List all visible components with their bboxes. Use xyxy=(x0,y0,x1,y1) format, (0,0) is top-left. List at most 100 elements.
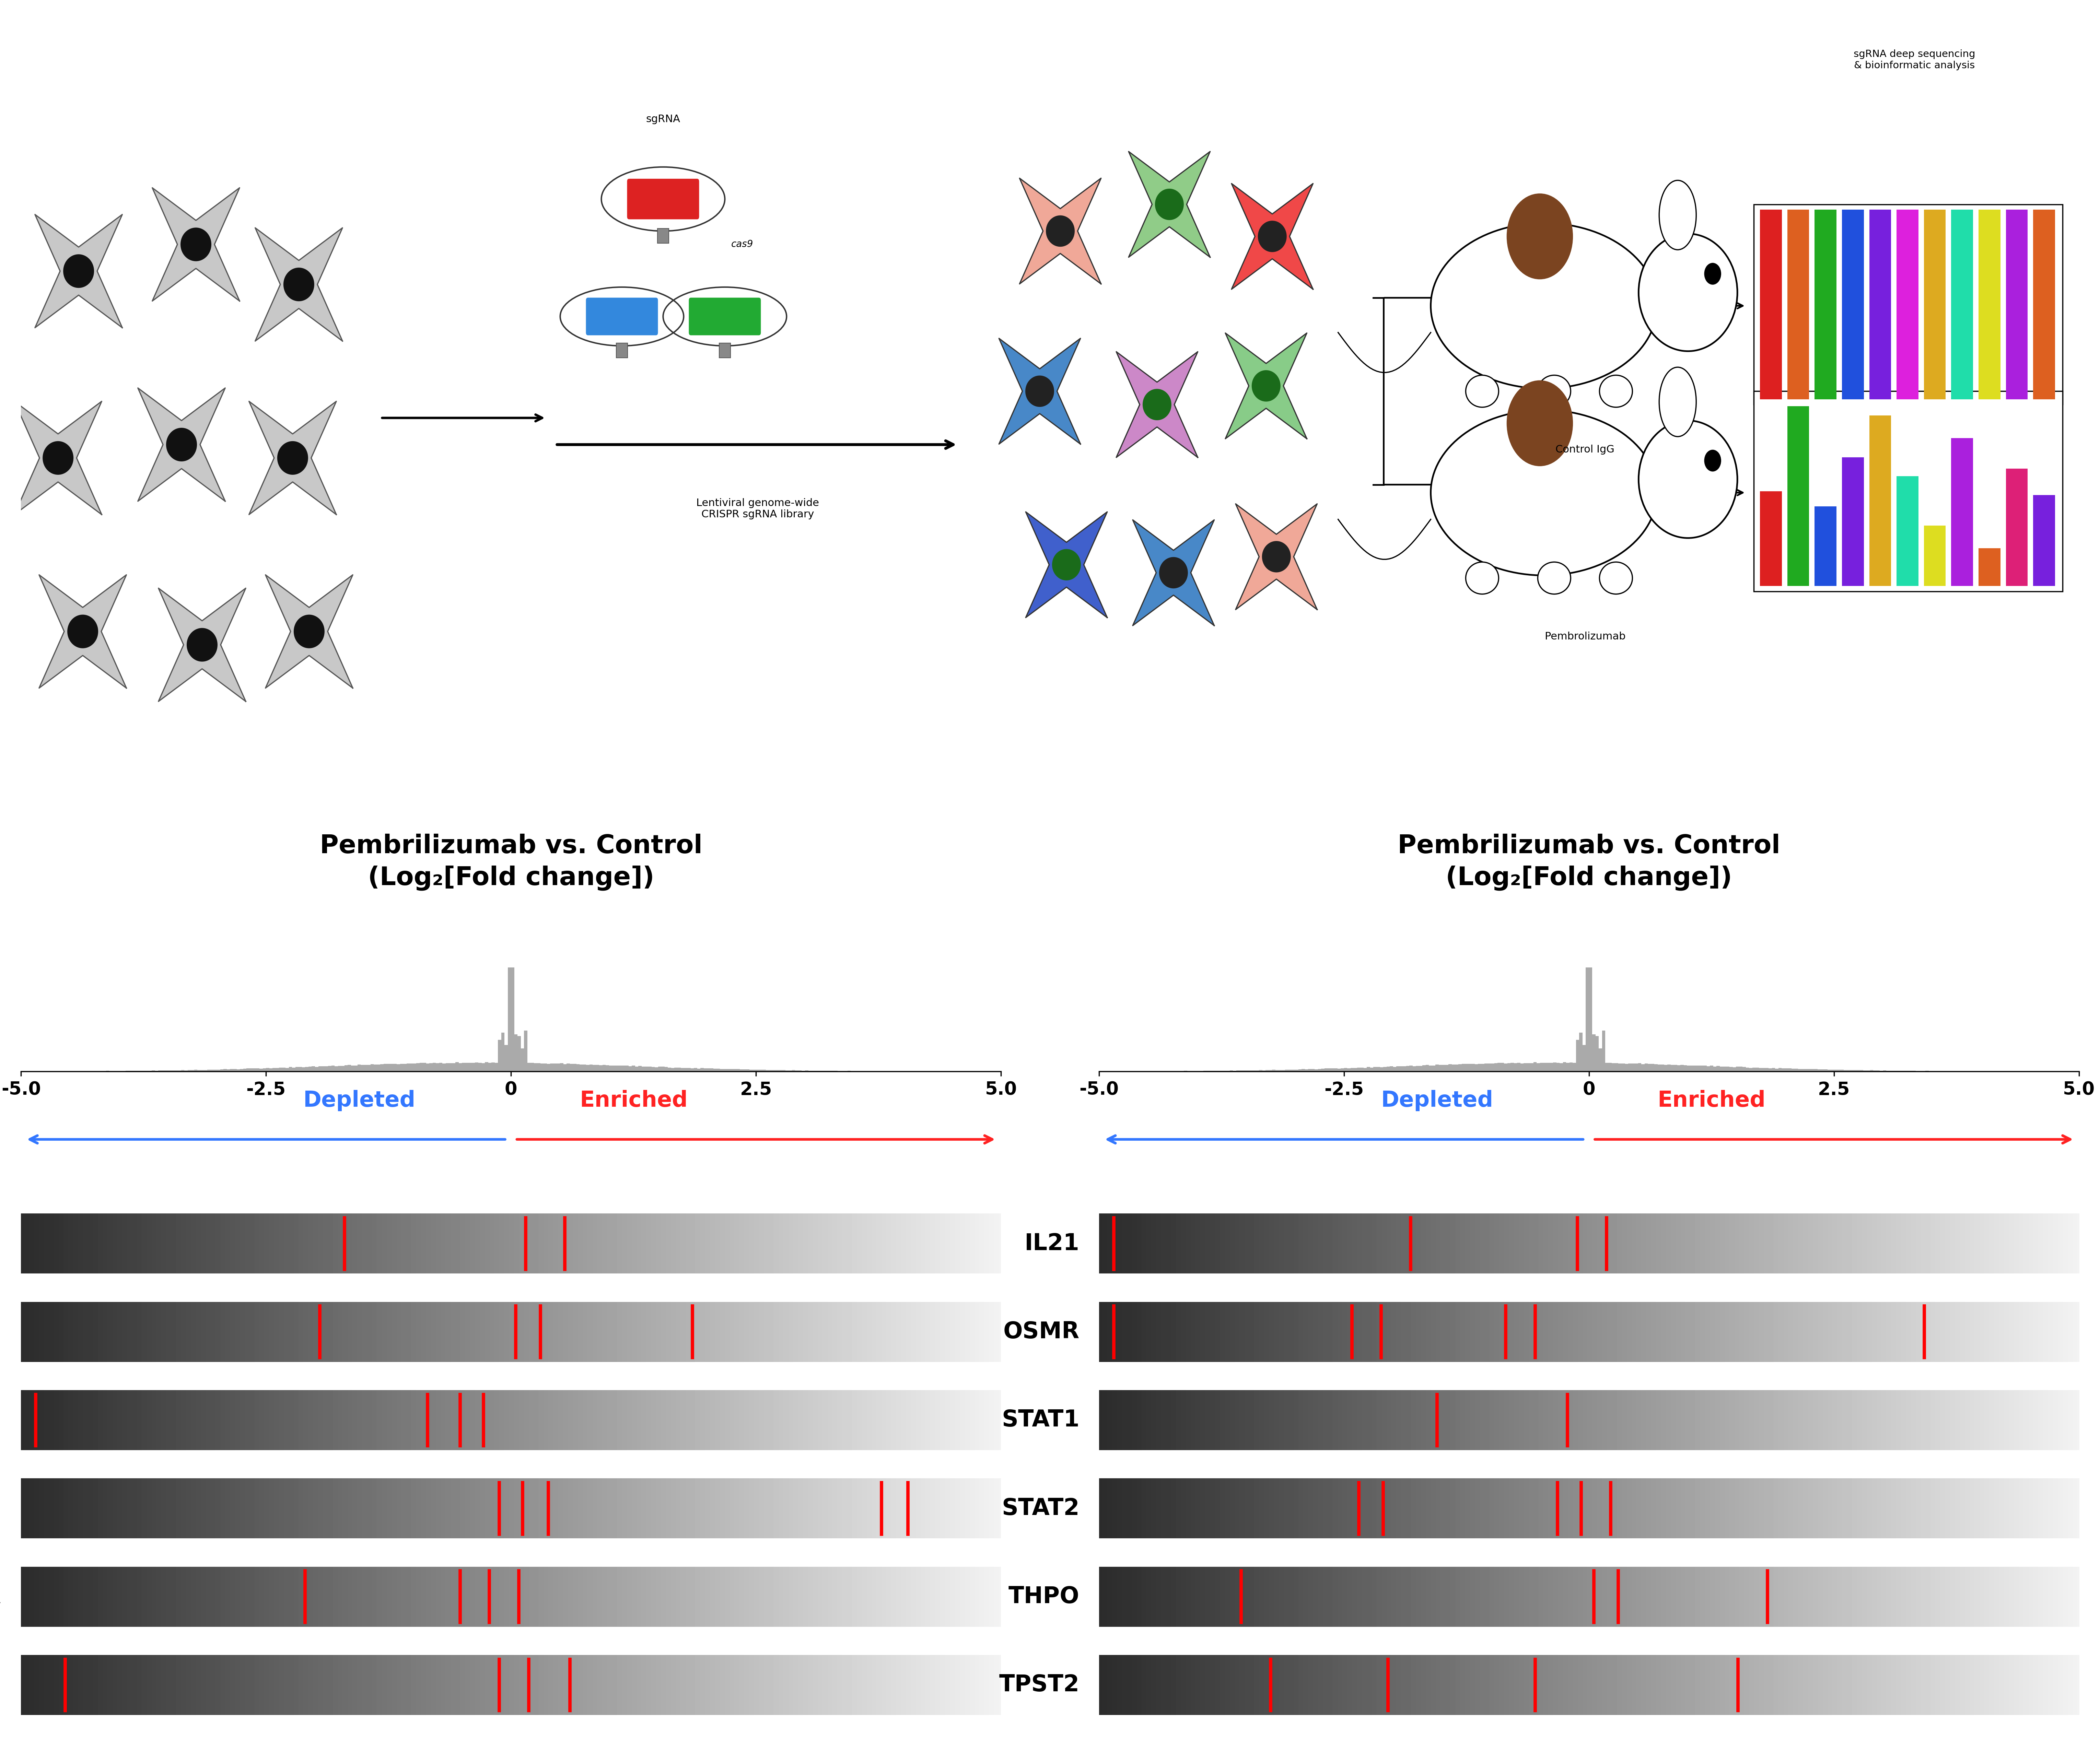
Ellipse shape xyxy=(1659,368,1697,436)
Bar xyxy=(733,1070,737,1072)
Bar xyxy=(485,1063,487,1072)
Text: Pembrilizumab vs. Control
(Log₂[Fold change]): Pembrilizumab vs. Control (Log₂[Fold cha… xyxy=(319,833,701,891)
Bar xyxy=(1516,1063,1520,1072)
Bar xyxy=(701,1068,704,1072)
Bar xyxy=(1745,1068,1749,1072)
Bar xyxy=(584,1065,586,1072)
Bar xyxy=(504,1045,508,1072)
Bar xyxy=(1667,1065,1672,1072)
Bar xyxy=(273,1068,275,1072)
Polygon shape xyxy=(1132,520,1214,625)
Bar xyxy=(1567,1063,1569,1072)
Bar xyxy=(332,1066,334,1072)
Bar xyxy=(309,1066,311,1072)
Ellipse shape xyxy=(63,254,94,287)
Bar xyxy=(1924,210,1947,399)
Bar xyxy=(1575,1040,1579,1072)
Polygon shape xyxy=(1000,338,1082,445)
Bar xyxy=(1357,1068,1361,1072)
Bar xyxy=(368,1065,370,1072)
Bar xyxy=(246,1068,250,1072)
Bar xyxy=(1781,1068,1785,1072)
Text: Depleted: Depleted xyxy=(1382,1089,1493,1112)
Bar xyxy=(1779,1068,1781,1072)
Bar xyxy=(1751,1068,1756,1072)
Bar xyxy=(649,1066,651,1072)
Bar xyxy=(2033,210,2056,399)
Bar xyxy=(746,1070,750,1072)
Bar xyxy=(1760,210,1781,399)
Bar xyxy=(1798,1068,1802,1072)
Bar xyxy=(292,1068,296,1072)
Bar xyxy=(598,1065,603,1072)
Text: Depleted: Depleted xyxy=(302,1089,416,1112)
Bar xyxy=(544,1063,546,1072)
Bar xyxy=(456,1063,458,1072)
Bar xyxy=(731,1070,733,1072)
Bar xyxy=(710,1068,714,1072)
Bar xyxy=(462,1063,466,1072)
Bar xyxy=(569,1065,573,1072)
Text: THPO: THPO xyxy=(1008,1585,1079,1607)
Bar xyxy=(458,1063,462,1072)
Bar xyxy=(1737,1066,1739,1072)
Bar xyxy=(1592,1035,1596,1072)
Bar xyxy=(1896,476,1919,587)
Bar xyxy=(1814,1070,1819,1072)
Bar xyxy=(1556,1063,1560,1072)
Bar xyxy=(1697,1066,1701,1072)
Bar xyxy=(260,1068,262,1072)
Bar xyxy=(349,1065,351,1072)
Bar xyxy=(445,1063,449,1072)
Bar xyxy=(1537,1063,1539,1072)
Ellipse shape xyxy=(67,615,99,648)
Bar xyxy=(1785,1068,1789,1072)
FancyBboxPatch shape xyxy=(689,298,760,334)
Bar xyxy=(685,1068,687,1072)
Text: Enriched: Enriched xyxy=(1657,1089,1766,1112)
Bar xyxy=(1701,1066,1703,1072)
Bar xyxy=(533,1063,538,1072)
Bar xyxy=(1774,1068,1779,1072)
Bar xyxy=(1722,1066,1726,1072)
Bar xyxy=(1531,1063,1533,1072)
Bar xyxy=(550,1063,554,1072)
Bar xyxy=(326,1066,328,1072)
Bar xyxy=(620,1066,622,1072)
Bar xyxy=(739,1070,743,1072)
Bar xyxy=(1672,1065,1674,1072)
Bar xyxy=(1390,1066,1392,1072)
Bar xyxy=(567,1063,569,1072)
Bar xyxy=(1420,1066,1422,1072)
Bar xyxy=(561,1063,563,1072)
Bar xyxy=(290,1066,292,1072)
Bar xyxy=(1497,1063,1501,1072)
Bar xyxy=(1754,205,2062,404)
Bar xyxy=(472,1063,475,1072)
Bar xyxy=(1756,1068,1760,1072)
Bar xyxy=(426,1063,428,1072)
Bar xyxy=(1396,1066,1399,1072)
Bar xyxy=(1478,1065,1480,1072)
Bar xyxy=(1766,1068,1768,1072)
Bar xyxy=(1422,1065,1426,1072)
Bar xyxy=(250,1068,252,1072)
Bar xyxy=(1579,1033,1583,1072)
Bar xyxy=(279,1068,281,1072)
Bar xyxy=(1720,1066,1722,1072)
Bar xyxy=(1457,1065,1462,1072)
Bar xyxy=(380,1065,384,1072)
Bar xyxy=(2005,469,2029,587)
Bar xyxy=(750,1070,752,1072)
Bar xyxy=(714,1068,716,1072)
Bar xyxy=(468,1063,472,1072)
Polygon shape xyxy=(1117,352,1197,457)
Polygon shape xyxy=(158,588,246,702)
Bar xyxy=(357,1065,361,1072)
Bar xyxy=(756,1070,760,1072)
Bar xyxy=(603,1065,605,1072)
Circle shape xyxy=(1508,194,1573,278)
Bar xyxy=(1598,1049,1602,1072)
Bar xyxy=(1350,1068,1355,1072)
Bar xyxy=(1590,968,1592,1072)
